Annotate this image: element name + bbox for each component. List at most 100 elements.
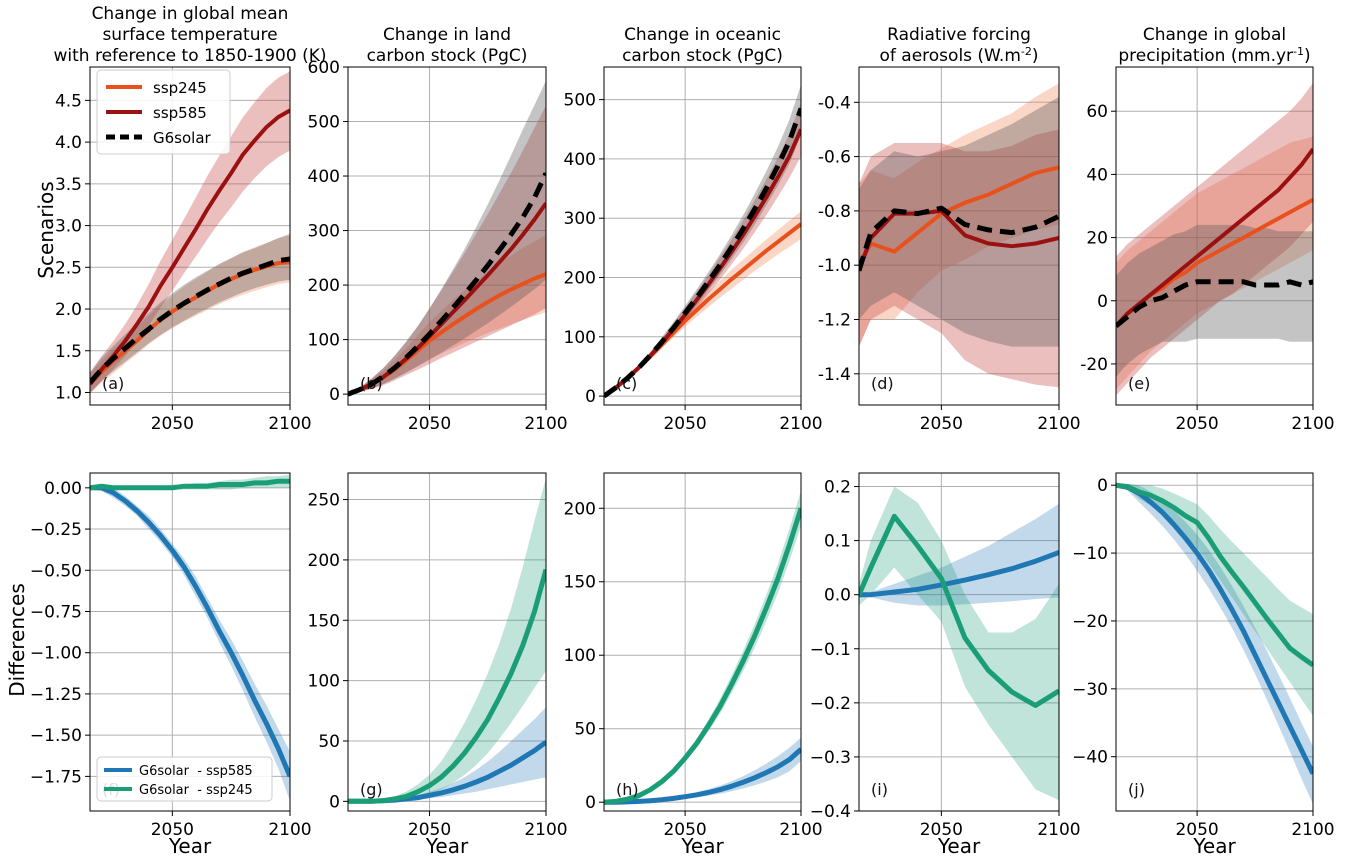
- y-tick-label: 0: [585, 387, 596, 407]
- row-label-scenarios: Scenarios: [34, 181, 58, 278]
- line-g6solar-ssp585: [90, 485, 290, 778]
- legend-scenarios: ssp245 ssp585 G6solar: [96, 69, 231, 155]
- x-tick-label: 2100: [1037, 820, 1080, 840]
- panel-label: (b): [360, 374, 383, 393]
- line-ssp585: [859, 208, 1059, 272]
- y-tick-label: 2.0: [55, 300, 82, 320]
- panel-d: 2050 2100 -1.4 -1.2 -1.0 -0.8 -0.6 -0.4 (d) Radia…: [818, 25, 1081, 434]
- band-g6solar-ssp245: [348, 477, 546, 802]
- legend-label: G6solar - ssp245: [139, 783, 253, 798]
- y-tick-label: −1.50: [30, 726, 82, 746]
- band-g6solar-ssp245: [859, 486, 1059, 801]
- y-tick-label: 100: [308, 672, 340, 692]
- y-tick-label: 0.0: [824, 586, 851, 606]
- y-tick-label: 4.0: [55, 133, 82, 153]
- axes-frame: [347, 66, 547, 406]
- y-tick-label: 60: [1086, 102, 1108, 122]
- panel-title-line: Change in oceanic: [624, 25, 781, 45]
- y-tick-label: 4.5: [55, 91, 82, 111]
- y-tick-label: −0.50: [30, 561, 82, 581]
- line-g6solar-ssp245: [348, 568, 546, 804]
- y-tick-label: 1.5: [55, 342, 82, 362]
- axes-frame: [1115, 66, 1314, 406]
- y-tick-label: −0.25: [30, 520, 82, 540]
- band-g6solar: [348, 80, 546, 395]
- row-label-differences: Differences: [5, 583, 29, 697]
- panel-c: 2050 2100 0 100 200 300 400 500 (c) Change in oce…: [564, 25, 823, 434]
- axes-frame: [89, 472, 291, 812]
- y-tick-label: −1.00: [30, 644, 82, 664]
- line-g6solar: [859, 205, 1059, 272]
- panel-label: (j): [1128, 780, 1145, 799]
- x-tick-label: 2050: [408, 414, 451, 434]
- panel-title-line: carbon stock (PgC): [367, 46, 528, 66]
- x-axis-label: Year: [168, 834, 212, 856]
- x-tick-label: 2100: [268, 820, 311, 840]
- y-tick-label: 200: [564, 269, 596, 289]
- y-tick-label: 100: [564, 646, 596, 666]
- y-tick-label: 100: [564, 328, 596, 348]
- x-tick-label: 2050: [151, 414, 194, 434]
- y-tick-label: -1.4: [818, 365, 851, 385]
- y-tick-label: 0: [1097, 292, 1108, 312]
- line-ssp585: [90, 108, 290, 386]
- y-tick-label: 50: [574, 720, 596, 740]
- x-tick-label: 2100: [1291, 414, 1334, 434]
- y-tick-label: 20: [1086, 229, 1108, 249]
- x-tick-label: 2050: [920, 820, 963, 840]
- y-tick-label: -0.8: [818, 202, 851, 222]
- line-g6solar-ssp585: [1116, 482, 1313, 775]
- axes-frame: [1115, 472, 1314, 812]
- line-g6solar-ssp245: [604, 507, 801, 805]
- axes-frame: [858, 66, 1060, 406]
- x-tick-label: 2100: [524, 820, 567, 840]
- y-tick-label: 600: [308, 58, 340, 78]
- band-g6solar-ssp245: [1116, 483, 1313, 716]
- panel-i: 2050 2100 0.2 0.1 0.0 −0.1 −0.2 −0.3 −0.4 (i) Year: [810, 472, 1081, 856]
- panel-b: 2050 2100 0 100 200 300 400 500 600 (b) Change in …: [308, 25, 568, 434]
- band-ssp585: [90, 71, 290, 395]
- y-tick-label: 0.2: [824, 478, 851, 498]
- y-tick-label: −20: [1072, 612, 1108, 632]
- line-g6solar: [348, 172, 546, 397]
- band-ssp585: [859, 129, 1059, 388]
- line-g6solar-ssp245: [859, 513, 1059, 708]
- x-tick-label: 2100: [779, 820, 822, 840]
- panel-title-line: precipitation (mm.yr-1): [1118, 45, 1310, 67]
- band-g6solar-ssp585: [604, 737, 801, 803]
- x-tick-label: 2050: [1175, 414, 1218, 434]
- x-axis-label: Year: [1192, 834, 1236, 856]
- x-tick-label: 2050: [151, 820, 194, 840]
- x-axis-label: Year: [680, 834, 724, 856]
- line-ssp585: [1116, 147, 1313, 328]
- y-tick-label: 0: [585, 793, 596, 813]
- band-ssp245: [859, 83, 1059, 347]
- y-tick-label: 400: [564, 150, 596, 170]
- panel-title-line: with reference to 1850-1900 (K): [54, 46, 327, 66]
- y-tick-label: −0.3: [810, 748, 851, 768]
- panel-title-line: surface temperature: [102, 25, 277, 45]
- panel-label: (d): [871, 374, 894, 393]
- line-ssp245: [859, 165, 1059, 267]
- y-tick-label: −1.75: [30, 767, 82, 787]
- panel-title-line: Change in global mean: [92, 4, 289, 24]
- panel-label: (c): [616, 374, 637, 393]
- panel-title-line: of aerosols (W.m-2): [880, 45, 1039, 67]
- band-ssp585: [348, 105, 546, 395]
- x-tick-label: 2100: [268, 414, 311, 434]
- y-tick-label: 1.0: [55, 383, 82, 403]
- y-tick-label: 300: [308, 222, 340, 242]
- y-tick-label: 200: [564, 499, 596, 519]
- panel-g: 2050 2100 0 50 100 150 200 250 (g) Year: [308, 472, 568, 856]
- panel-j: 2050 2100 0 −10 −20 −30 −40 (j) Year: [1072, 472, 1335, 856]
- y-tick-label: 100: [308, 331, 340, 351]
- axes-frame: [603, 472, 802, 812]
- x-tick-label: 2100: [1037, 414, 1080, 434]
- y-tick-label: −30: [1072, 680, 1108, 700]
- y-tick-label: -20: [1080, 355, 1108, 375]
- y-tick-label: 0.1: [824, 532, 851, 552]
- line-g6solar: [90, 256, 290, 385]
- legend-differences: G6solar - ssp585 G6solar - ssp245: [96, 756, 273, 802]
- panel-label: (g): [360, 780, 383, 799]
- panel-title-line: carbon stock (PgC): [622, 46, 783, 66]
